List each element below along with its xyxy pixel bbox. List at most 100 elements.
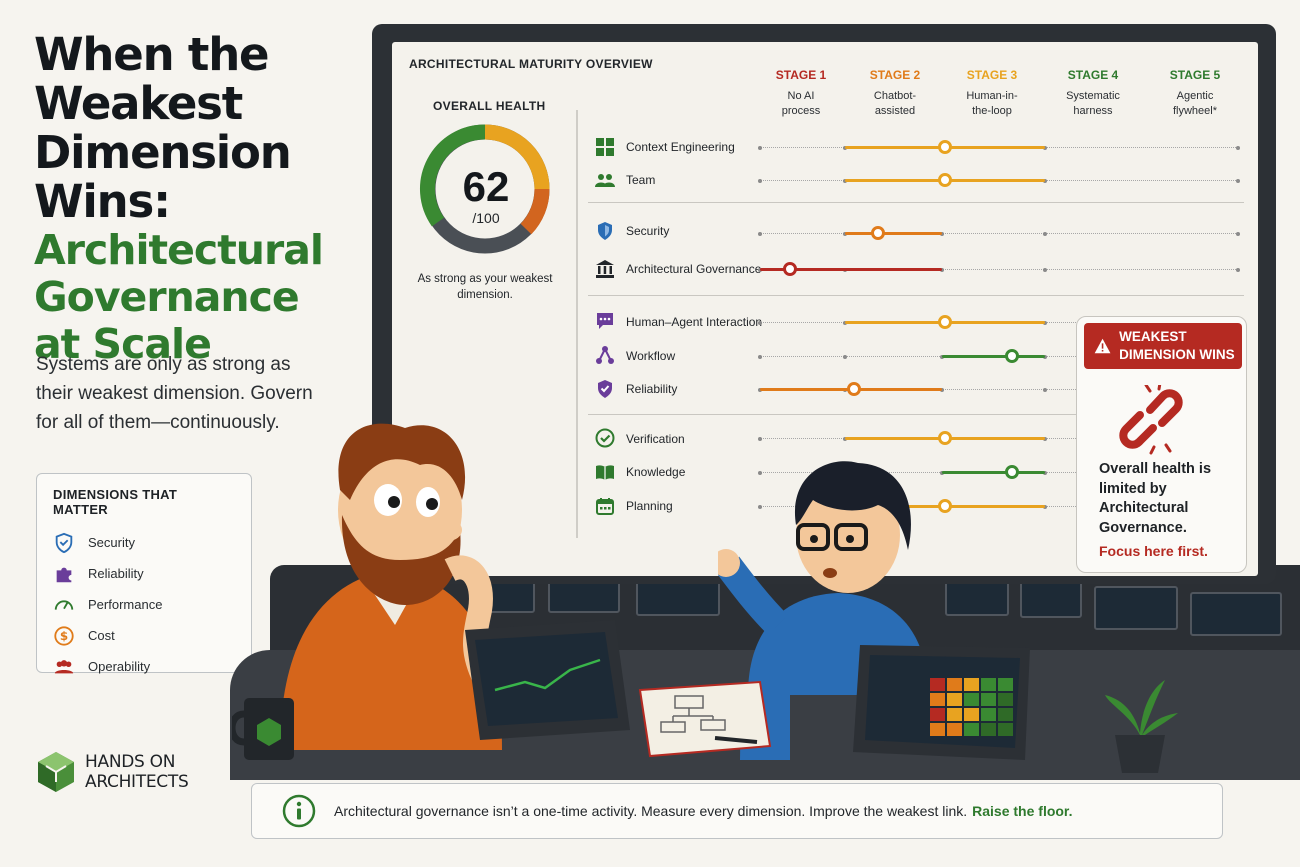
overall-health-label: OVERALL HEALTH bbox=[433, 99, 546, 113]
maturity-marker bbox=[1005, 465, 1019, 479]
mug-icon bbox=[232, 698, 294, 760]
dimension-item: Performance bbox=[53, 589, 235, 620]
stage-desc: Agentic flywheel* bbox=[1172, 90, 1218, 117]
puzzle-icon bbox=[56, 567, 72, 582]
dimensions-heading: DIMENSIONS THAT MATTER bbox=[53, 487, 178, 517]
maturity-marker bbox=[783, 262, 797, 276]
stage-header: STAGE 2 Chatbot-assisted bbox=[845, 68, 945, 118]
heatmap-cell bbox=[947, 693, 962, 706]
overall-health-denominator: /100 bbox=[472, 210, 500, 226]
dimension-row-label: Planning bbox=[626, 499, 673, 513]
track-tick bbox=[940, 387, 944, 392]
title-line-green: Governance bbox=[34, 272, 300, 321]
maturity-marker bbox=[1005, 349, 1019, 363]
group-separator bbox=[588, 414, 1244, 415]
weakest-focus: Focus here first. bbox=[1099, 543, 1208, 559]
heatmap-cell bbox=[998, 723, 1013, 736]
chat-icon bbox=[597, 313, 613, 329]
shield-icon bbox=[598, 222, 612, 240]
cube-logo-icon bbox=[38, 752, 74, 792]
stage-name: STAGE 5 bbox=[1169, 68, 1221, 82]
plant-icon bbox=[1105, 680, 1178, 773]
dimension-row-label: Security bbox=[626, 224, 670, 238]
track-tick bbox=[1236, 231, 1240, 236]
heatmap-cell bbox=[964, 693, 979, 706]
stage-header: STAGE 3 Human-in-the-loop bbox=[942, 68, 1042, 118]
stage-header: STAGE 5 Agentic flywheel* bbox=[1145, 68, 1245, 118]
track-tick bbox=[1236, 145, 1240, 150]
weakest-badge: WEAKEST DIMENSION WINS bbox=[1084, 323, 1242, 369]
dimension-row-label: Team bbox=[626, 173, 656, 187]
maturity-marker bbox=[938, 315, 952, 329]
maturity-segment bbox=[845, 232, 942, 235]
health-gauge bbox=[420, 124, 550, 254]
title-line: Dimension Wins: bbox=[34, 126, 292, 229]
dimension-row-label: Reliability bbox=[626, 382, 678, 396]
stage-name: STAGE 2 bbox=[869, 68, 921, 82]
dimension-row-label: Architectural Governance bbox=[626, 262, 762, 276]
title-line: When the bbox=[34, 28, 270, 81]
maturity-marker bbox=[871, 226, 885, 240]
track-tick bbox=[1043, 436, 1047, 441]
heatmap-cell bbox=[998, 708, 1013, 721]
weakest-badge-text: WEAKEST DIMENSION WINS bbox=[1119, 329, 1235, 362]
svg-text:$: $ bbox=[60, 629, 68, 643]
track-tick bbox=[940, 231, 944, 236]
maturity-segment bbox=[942, 355, 1045, 358]
people-icon bbox=[54, 659, 74, 673]
broken-chain-icon bbox=[1119, 385, 1183, 455]
maturity-segment bbox=[942, 471, 1045, 474]
divider bbox=[576, 110, 578, 538]
dimension-label: Operability bbox=[88, 659, 151, 674]
maturity-track bbox=[760, 233, 1238, 234]
heatmap-cell bbox=[964, 708, 979, 721]
group-separator bbox=[588, 202, 1244, 203]
book-icon bbox=[596, 465, 614, 480]
brand-logo: HANDS ON ARCHITECTS bbox=[36, 750, 189, 794]
heatmap-cell bbox=[930, 708, 945, 721]
track-tick bbox=[1236, 178, 1240, 183]
subtitle: Systems are only as strong as their weak… bbox=[36, 354, 313, 433]
heatmap-cell bbox=[981, 678, 996, 691]
stage-desc: Human-in-the-loop bbox=[966, 90, 1018, 117]
track-tick bbox=[940, 267, 944, 272]
dimension-item: $ Cost bbox=[53, 620, 235, 651]
track-tick bbox=[1043, 178, 1047, 183]
overall-health-value: 62 bbox=[462, 163, 510, 210]
dimension-row-label: Context Engineering bbox=[626, 140, 735, 154]
title-line-green: Architectural bbox=[34, 226, 324, 275]
maturity-track bbox=[760, 389, 1238, 390]
track-tick bbox=[1236, 267, 1240, 272]
console-screen bbox=[945, 578, 1009, 616]
dimension-item: Security bbox=[53, 527, 235, 558]
page-title: When the Weakest Dimension Wins: Archite… bbox=[34, 30, 374, 366]
stage-header: STAGE 1 No AI process bbox=[751, 68, 851, 118]
heatmap-cell bbox=[930, 723, 945, 736]
maturity-marker bbox=[938, 431, 952, 445]
stage-name: STAGE 4 bbox=[1067, 68, 1119, 82]
brand-text: HANDS ON ARCHITECTS bbox=[85, 752, 189, 792]
heatmap-cell bbox=[930, 693, 945, 706]
speedometer-icon bbox=[54, 600, 74, 610]
heatmap-cell bbox=[981, 693, 996, 706]
track-tick bbox=[758, 436, 762, 441]
console-screen bbox=[1094, 586, 1178, 630]
weakest-text: Overall health is limited by Architectur… bbox=[1099, 461, 1212, 536]
stage-desc: No AI process bbox=[781, 90, 821, 117]
workflow-icon bbox=[596, 346, 614, 364]
people-icon bbox=[595, 174, 615, 187]
track-tick bbox=[1043, 267, 1047, 272]
group-separator bbox=[588, 295, 1244, 296]
stage-desc: Systematic harness bbox=[1066, 90, 1120, 117]
dimension-item: Operability bbox=[53, 651, 235, 682]
dimension-label: Reliability bbox=[88, 566, 144, 581]
track-tick bbox=[758, 504, 762, 509]
console-screen bbox=[1190, 592, 1282, 636]
stage-name: STAGE 1 bbox=[775, 68, 827, 82]
title-line-green: at Scale bbox=[34, 319, 212, 368]
track-tick bbox=[1043, 320, 1047, 325]
track-tick bbox=[758, 178, 762, 183]
title-line: Weakest bbox=[34, 77, 243, 131]
heatmap-cell bbox=[947, 708, 962, 721]
brand-line: ARCHITECTS bbox=[85, 772, 189, 792]
